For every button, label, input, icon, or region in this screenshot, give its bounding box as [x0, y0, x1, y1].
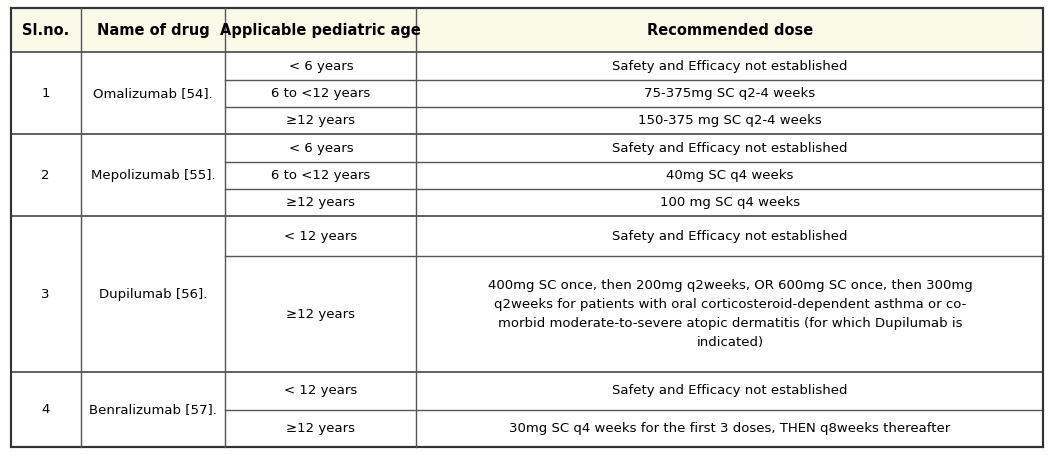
Text: Recommended dose: Recommended dose — [647, 23, 813, 38]
Text: 400mg SC once, then 200mg q2weeks, OR 600mg SC once, then 300mg
q2weeks for pati: 400mg SC once, then 200mg q2weeks, OR 60… — [488, 279, 973, 349]
Text: Benralizumab [57].: Benralizumab [57]. — [90, 403, 217, 416]
Text: ≥12 years: ≥12 years — [287, 114, 355, 127]
Text: ≥12 years: ≥12 years — [287, 422, 355, 435]
Text: 4: 4 — [41, 403, 50, 416]
Text: 40mg SC q4 weeks: 40mg SC q4 weeks — [666, 169, 794, 182]
Text: < 12 years: < 12 years — [285, 384, 357, 398]
Text: 30mg SC q4 weeks for the first 3 doses, THEN q8weeks thereafter: 30mg SC q4 weeks for the first 3 doses, … — [509, 422, 951, 435]
Text: Sl.no.: Sl.no. — [22, 23, 70, 38]
Text: 2: 2 — [41, 169, 50, 182]
Text: Applicable pediatric age: Applicable pediatric age — [220, 23, 422, 38]
Text: < 6 years: < 6 years — [289, 142, 353, 155]
Text: Omalizumab [54].: Omalizumab [54]. — [93, 87, 213, 100]
Text: Safety and Efficacy not established: Safety and Efficacy not established — [612, 230, 847, 243]
Text: Mepolizumab [55].: Mepolizumab [55]. — [91, 169, 215, 182]
Text: 75-375mg SC q2-4 weeks: 75-375mg SC q2-4 weeks — [644, 87, 816, 100]
Text: 6 to <12 years: 6 to <12 years — [271, 87, 371, 100]
Bar — [11, 217, 1043, 372]
Text: Safety and Efficacy not established: Safety and Efficacy not established — [612, 60, 847, 73]
Text: 1: 1 — [41, 87, 50, 100]
Bar — [11, 372, 1043, 447]
Text: 150-375 mg SC q2-4 weeks: 150-375 mg SC q2-4 weeks — [638, 114, 822, 127]
Text: 6 to <12 years: 6 to <12 years — [271, 169, 371, 182]
Text: 100 mg SC q4 weeks: 100 mg SC q4 weeks — [660, 196, 800, 209]
Text: Name of drug: Name of drug — [97, 23, 210, 38]
Bar — [11, 8, 1043, 52]
Text: Safety and Efficacy not established: Safety and Efficacy not established — [612, 142, 847, 155]
Bar — [11, 52, 1043, 134]
Bar — [11, 134, 1043, 217]
Text: 3: 3 — [41, 288, 50, 301]
Text: ≥12 years: ≥12 years — [287, 308, 355, 321]
Text: < 12 years: < 12 years — [285, 230, 357, 243]
Text: Safety and Efficacy not established: Safety and Efficacy not established — [612, 384, 847, 398]
Text: ≥12 years: ≥12 years — [287, 196, 355, 209]
Text: Dupilumab [56].: Dupilumab [56]. — [99, 288, 208, 301]
Text: < 6 years: < 6 years — [289, 60, 353, 73]
